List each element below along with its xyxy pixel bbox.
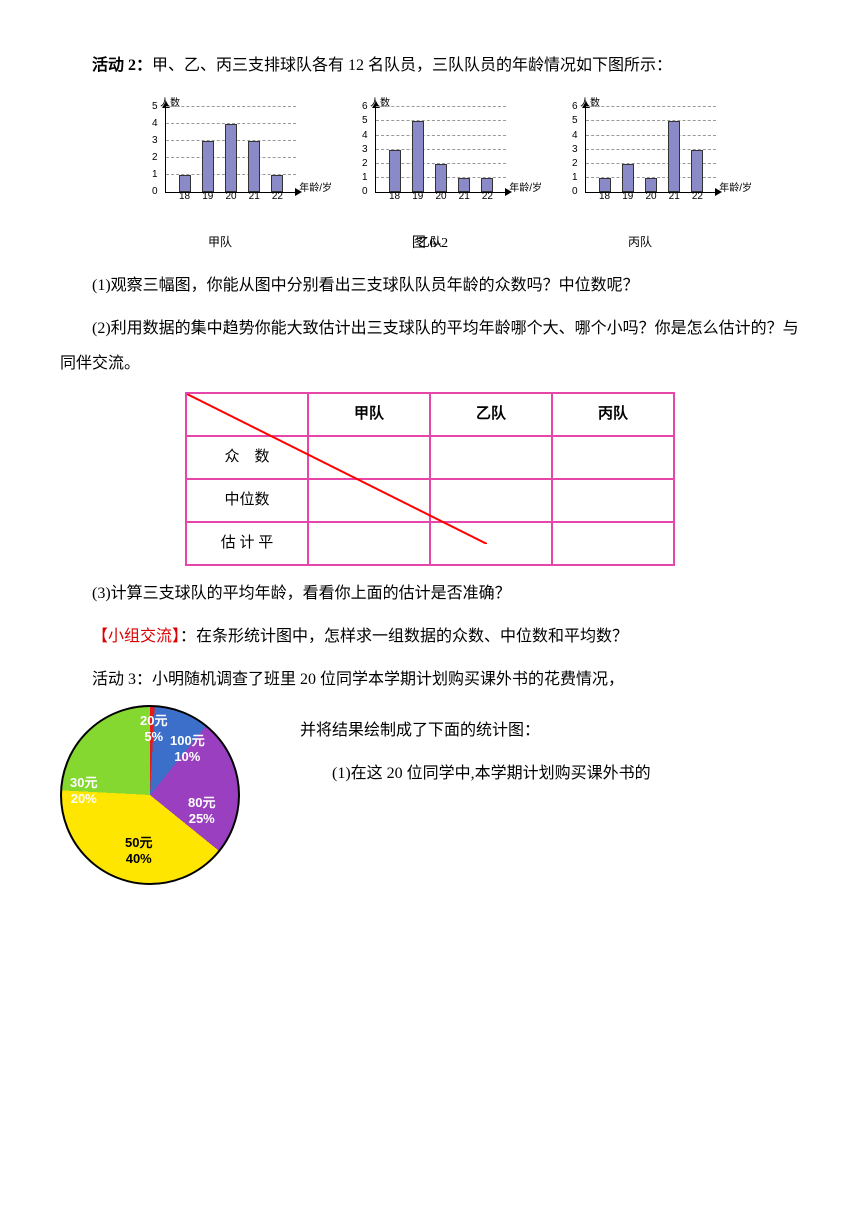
table-cell xyxy=(552,436,674,479)
table-cell xyxy=(308,436,430,479)
activity3-q1: (1)在这 20 位同学中,本学期计划购买课外书的 xyxy=(300,756,800,791)
table-cell xyxy=(430,522,552,565)
table-cell xyxy=(308,522,430,565)
activity2-q3: (3)计算三支球队的平均年龄，看看你上面的估计是否准确？ xyxy=(60,576,800,611)
activity2-q1: (1)观察三幅图，你能从图中分别看出三支球队队员年龄的众数吗？中位数呢？ xyxy=(60,268,800,303)
chart-name: 甲队 xyxy=(208,229,232,255)
pie-slice-label: 20元5% xyxy=(140,713,167,744)
activity2-intro-text: 甲、乙、丙三支排球队各有 12 名队员，三队队员的年龄情况如下图所示： xyxy=(152,57,672,74)
activity3-title: 活动 3： xyxy=(92,671,152,688)
pie-slice-label: 80元25% xyxy=(188,795,215,826)
table-row-label: 估 计 平 xyxy=(186,522,308,565)
chart-name: 丙队 xyxy=(628,229,652,255)
activity3-intro-cont: 并将结果绘制成了下面的统计图： xyxy=(300,713,800,748)
table-col-header: 丙队 xyxy=(552,393,674,436)
table-cell xyxy=(430,479,552,522)
table-col-header: 甲队 xyxy=(308,393,430,436)
table-col-header: 乙队 xyxy=(430,393,552,436)
bar-chart: 人数年龄/岁0123451819202122甲队 xyxy=(135,93,305,223)
group-label: 【小组交流】 xyxy=(92,628,180,645)
table-row-label: 众 数 xyxy=(186,436,308,479)
group-text: ：在条形统计图中，怎样求一组数据的众数、中位数和平均数？ xyxy=(180,628,628,645)
activity3-body: 20元5%100元10% 80元25% 50元40% 30元20% 并将结果绘制成了下… xyxy=(60,705,800,905)
table-header-corner xyxy=(186,393,308,436)
table-cell xyxy=(430,436,552,479)
activity2-q2: (2)利用数据的集中趋势你能大致估计出三支球队的平均年龄哪个大、哪个小吗？你是怎… xyxy=(60,311,800,381)
activity2-title: 活动 2： xyxy=(92,57,152,74)
table-cell xyxy=(552,522,674,565)
table-cell xyxy=(308,479,430,522)
group-line: 【小组交流】：在条形统计图中，怎样求一组数据的众数、中位数和平均数？ xyxy=(60,619,800,654)
activity2-intro: 活动 2：甲、乙、丙三支排球队各有 12 名队员，三队队员的年龄情况如下图所示： xyxy=(60,48,800,83)
table-cell xyxy=(552,479,674,522)
chart-name: 乙队 xyxy=(418,229,442,255)
pie-chart: 20元5%100元10% 80元25% 50元40% 30元20% xyxy=(60,705,280,905)
pie-slice-label: 30元20% xyxy=(70,775,97,806)
table-row-label: 中位数 xyxy=(186,479,308,522)
activity3-intro: 活动 3：小明随机调查了班里 20 位同学本学期计划购买课外书的花费情况， xyxy=(60,662,800,697)
bar-chart: 人数年龄/岁01234561819202122丙队 xyxy=(555,93,725,223)
stats-table: 甲队 乙队 丙队 众 数 中位数 估 计 平 xyxy=(185,392,675,566)
pie-slice-label: 50元40% xyxy=(125,835,152,866)
pie-slice-label: 100元10% xyxy=(170,733,205,764)
bar-charts-row: 人数年龄/岁0123451819202122甲队人数年龄/岁0123456181… xyxy=(60,93,800,223)
bar-chart: 人数年龄/岁01234561819202122乙队 xyxy=(345,93,515,223)
